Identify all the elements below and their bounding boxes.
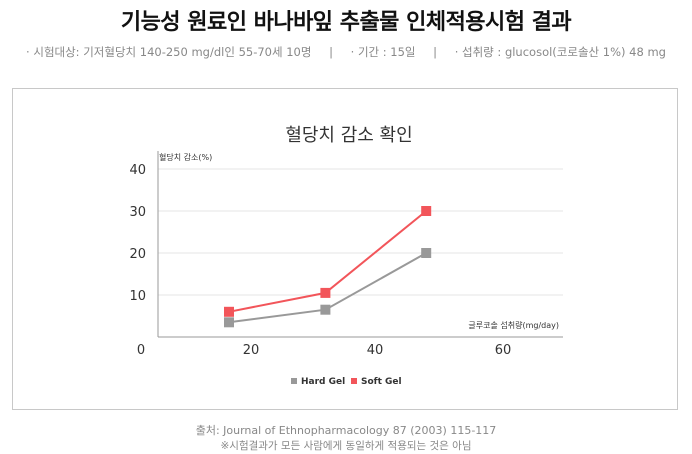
data-point: [421, 206, 432, 216]
data-point: [224, 317, 234, 328]
x-axis-label: 글루코솔 섭취량(mg/day): [468, 320, 559, 330]
axes: [157, 151, 563, 338]
y-axis-label: 혈당치 감소(%): [159, 152, 212, 162]
info-period: · 기간 : 15일: [350, 45, 416, 59]
series-lines: [224, 206, 432, 328]
chart-title: 혈당치 감소 확인: [285, 125, 412, 146]
legend-label: Hard Gel: [301, 377, 345, 387]
test-info-line: · 시험대상: 기저혈당치 140-250 mg/dl인 55-70세 10명 …: [0, 44, 692, 60]
info-intake: · 섭취량 : glucosol(코로솔산 1%) 48 mg: [454, 45, 666, 59]
data-point: [320, 287, 331, 298]
info-separator: |: [433, 45, 438, 59]
legend-swatch: [351, 378, 357, 384]
tick-labels: 10 20 30 40 0 20 40 60: [129, 163, 511, 358]
x-tick-label: 20: [243, 343, 260, 358]
data-point: [320, 304, 331, 315]
y-tick-label: 40: [129, 163, 146, 178]
data-point: [224, 306, 234, 317]
source-citation: 출처: Journal of Ethnopharmacology 87 (200…: [195, 424, 497, 437]
grid-lines: [158, 168, 563, 296]
data-point: [421, 248, 432, 258]
legend-swatch: [291, 378, 297, 384]
legend: Hard Gel Soft Gel: [291, 377, 402, 387]
legend-label: Soft Gel: [361, 377, 402, 387]
y-tick-label: 10: [129, 289, 146, 304]
x-tick-label: 0: [137, 343, 145, 358]
x-tick-label: 40: [367, 343, 384, 358]
info-subjects: · 시험대상: 기저혈당치 140-250 mg/dl인 55-70세 10명: [26, 45, 312, 59]
page-title: 기능성 원료인 바나바잎 추출물 인체적용시험 결과: [120, 10, 572, 35]
disclaimer-note: ※시험결과가 모든 사람에게 동일하게 적용되는 것은 아님: [220, 440, 472, 452]
y-tick-label: 30: [129, 205, 146, 220]
line-chart: 혈당치 감소 확인 혈당치 감소(%) 글루코솔 섭취량(mg/day) 10 2…: [129, 125, 563, 387]
y-tick-label: 20: [129, 247, 146, 262]
x-tick-label: 60: [495, 343, 512, 358]
chart-container: 혈당치 감소 확인 혈당치 감소(%) 글루코솔 섭취량(mg/day) 10 2…: [12, 88, 678, 410]
info-separator: |: [329, 45, 333, 59]
